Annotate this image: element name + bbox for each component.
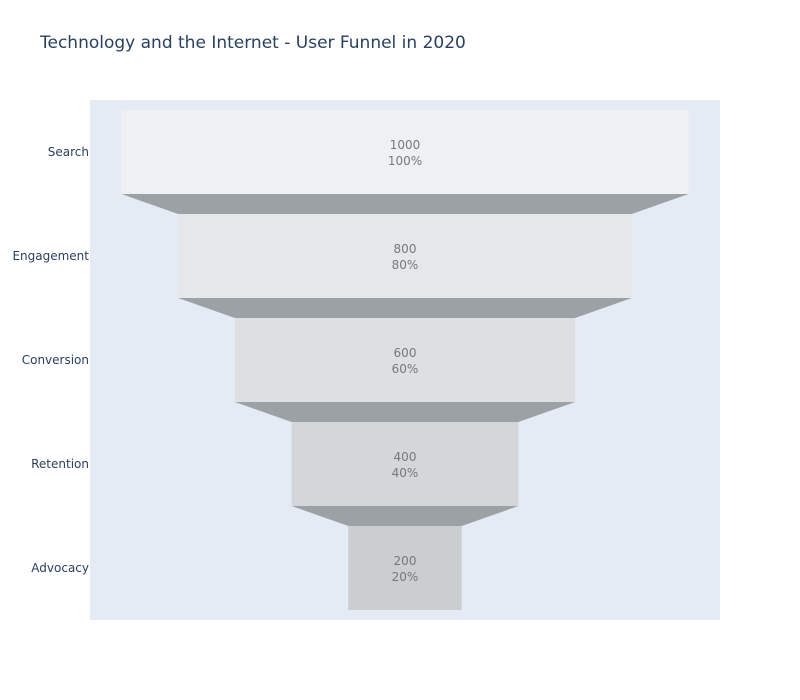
stage-label-conversion: Conversion bbox=[22, 353, 89, 367]
funnel-connector bbox=[234, 402, 576, 422]
value-label: 1000 bbox=[390, 138, 421, 152]
value-label: 200 bbox=[394, 554, 417, 568]
value-labels: 1000 100% 800 80% 600 60% 400 40% 200 20% bbox=[388, 138, 422, 584]
stage-label-advocacy: Advocacy bbox=[31, 561, 89, 575]
stage-axis: Search Engagement Conversion Retention Advoc… bbox=[12, 145, 89, 575]
percent-label: 60% bbox=[392, 362, 419, 376]
funnel-bar-conversion[interactable] bbox=[234, 318, 576, 402]
funnel-bar-search[interactable] bbox=[121, 110, 689, 194]
funnel-connector bbox=[178, 298, 632, 318]
percent-label: 100% bbox=[388, 154, 422, 168]
stage-label-search: Search bbox=[48, 145, 89, 159]
funnel-bar-engagement[interactable] bbox=[178, 214, 632, 298]
value-label: 800 bbox=[394, 242, 417, 256]
connector-group bbox=[121, 194, 689, 526]
value-label: 600 bbox=[394, 346, 417, 360]
percent-label: 40% bbox=[392, 466, 419, 480]
value-label: 400 bbox=[394, 450, 417, 464]
funnel-bar-advocacy[interactable] bbox=[348, 526, 462, 610]
funnel-bar-retention[interactable] bbox=[291, 422, 519, 506]
percent-label: 80% bbox=[392, 258, 419, 272]
stage-label-retention: Retention bbox=[31, 457, 89, 471]
percent-label: 20% bbox=[392, 570, 419, 584]
funnel-connector bbox=[121, 194, 689, 214]
stage-label-engagement: Engagement bbox=[12, 249, 89, 263]
funnel-connector bbox=[291, 506, 519, 526]
chart-title: Technology and the Internet - User Funne… bbox=[40, 33, 466, 53]
stage-bars bbox=[121, 110, 689, 610]
